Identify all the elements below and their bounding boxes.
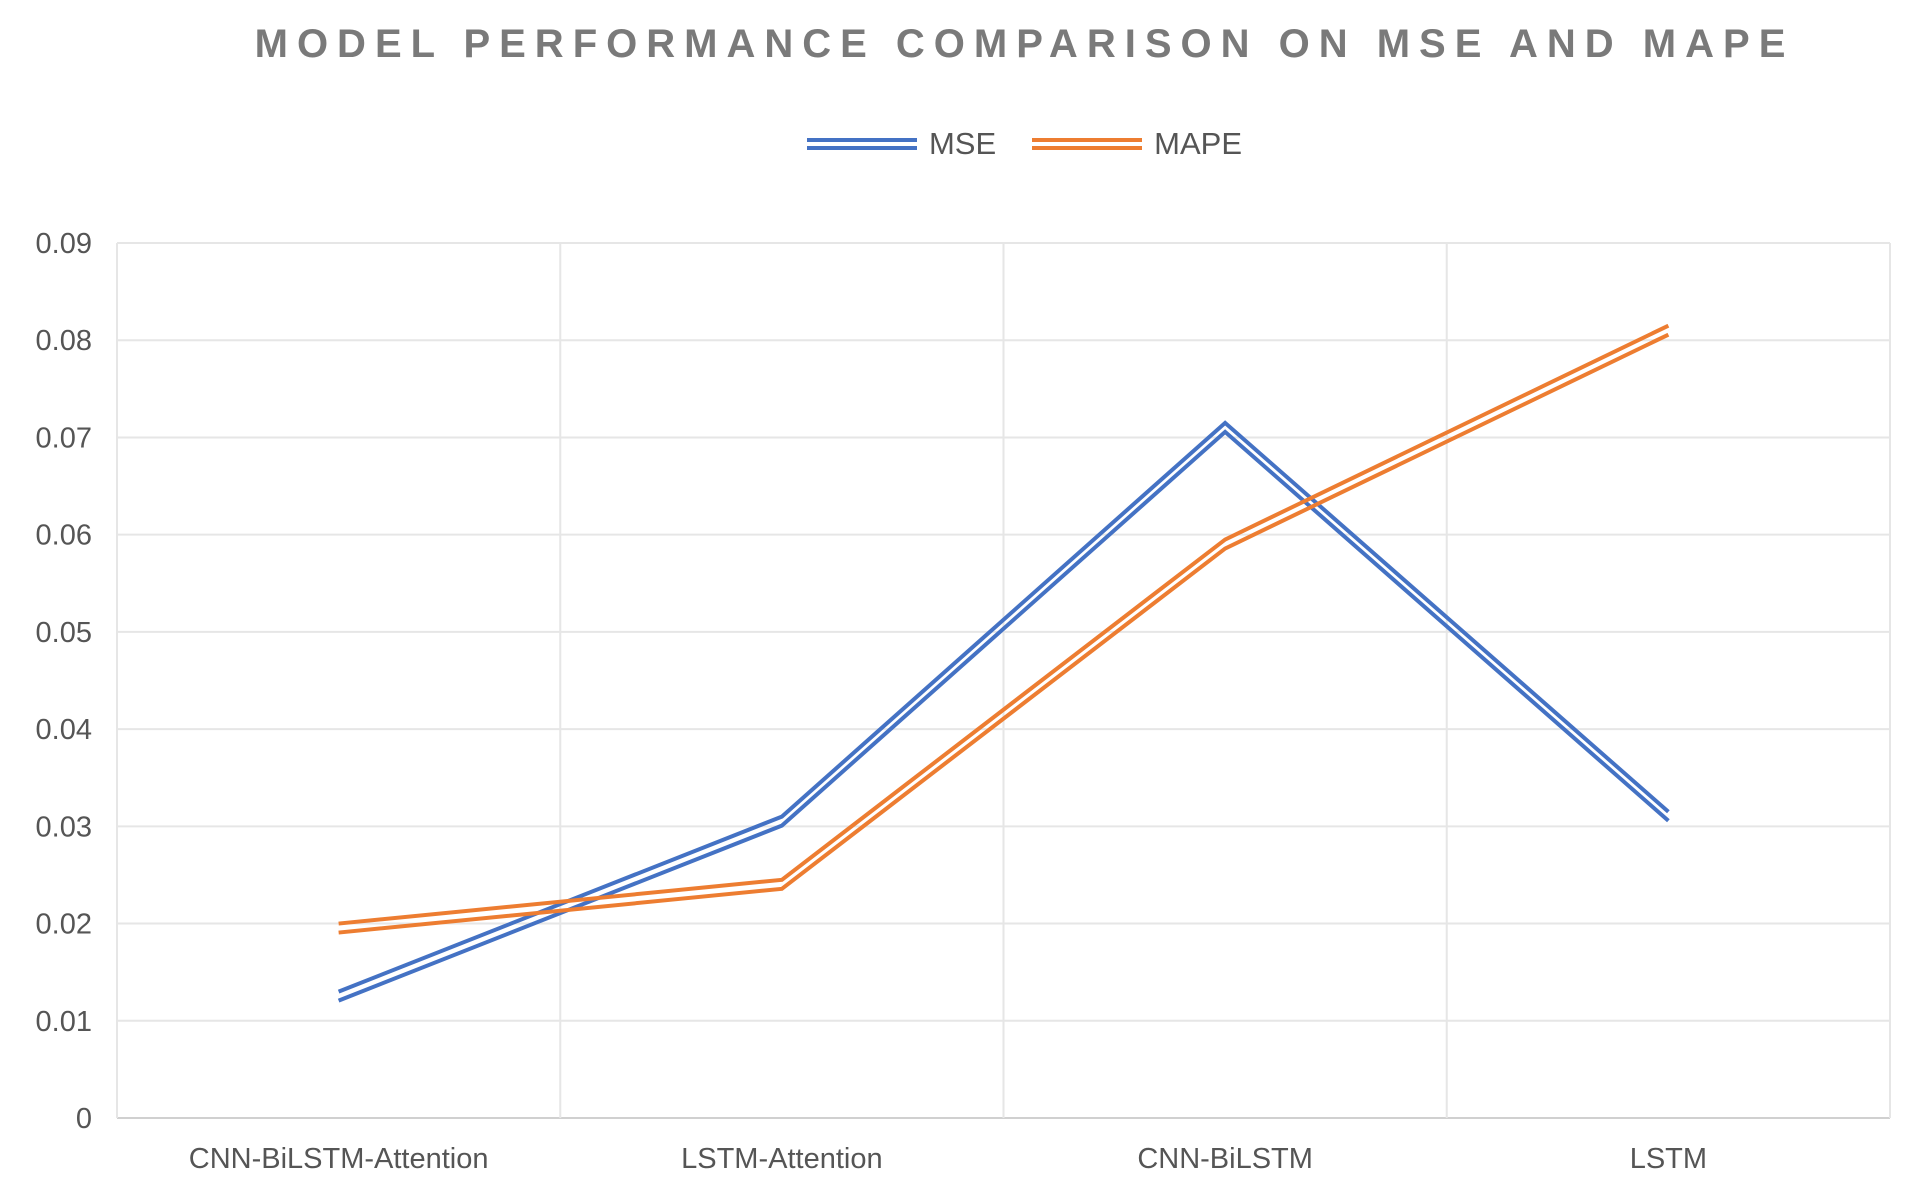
legend-entry-mse: MSE xyxy=(806,126,997,162)
y-tick-label: 0.05 xyxy=(36,617,92,649)
legend-entry-mape: MAPE xyxy=(1032,126,1242,162)
y-tick-label: 0.07 xyxy=(36,422,92,454)
series-line-mape xyxy=(338,323,1670,926)
chart-title: MODEL PERFORMANCE COMPARISON ON MSE AND … xyxy=(254,22,1795,66)
x-tick-label: LSTM-Attention xyxy=(681,1143,882,1175)
series-line-mape-inner xyxy=(338,332,1670,935)
y-tick-label: 0.03 xyxy=(36,811,92,843)
legend-label-mse: MSE xyxy=(928,126,997,161)
y-tick-label: 0.01 xyxy=(36,1006,92,1038)
y-tick-label: 0 xyxy=(76,1103,92,1135)
x-tick-label: CNN-BiLSTM xyxy=(1137,1143,1313,1175)
y-tick-label: 0.02 xyxy=(36,909,92,941)
series-line-mse xyxy=(337,420,1670,994)
legend-swatch-mape xyxy=(1032,135,1143,153)
x-tick-label: CNN-BiLSTM-Attention xyxy=(189,1143,489,1175)
y-tick-label: 0.09 xyxy=(36,228,92,260)
legend-label-mape: MAPE xyxy=(1154,126,1243,161)
y-tick-label: 0.08 xyxy=(36,325,92,357)
series-line-mse-inner xyxy=(337,429,1670,1003)
legend-swatch-mse xyxy=(806,135,917,153)
x-tick-label: LSTM xyxy=(1630,1143,1707,1175)
legend: MSE MAPE xyxy=(0,126,1909,162)
y-tick-label: 0.06 xyxy=(36,520,92,552)
y-tick-label: 0.04 xyxy=(36,714,92,746)
